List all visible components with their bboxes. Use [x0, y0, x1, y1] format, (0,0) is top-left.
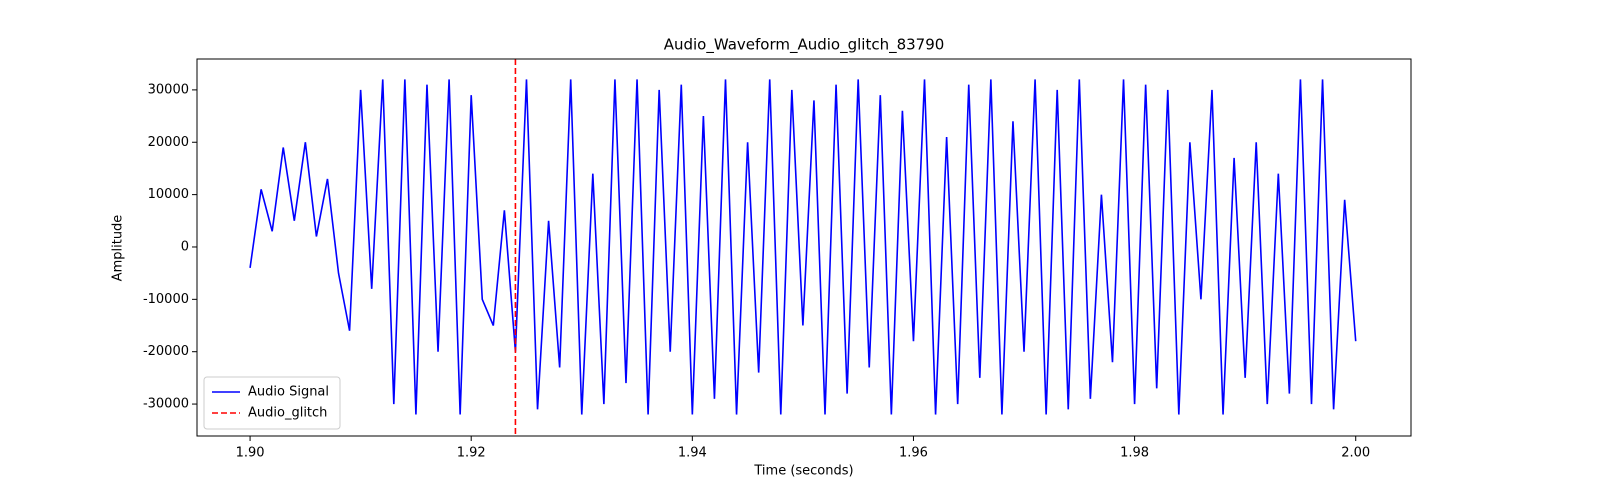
x-axis-label: Time (seconds) [753, 464, 853, 479]
x-tick-label: 1.94 [678, 446, 707, 461]
y-tick-label: 10000 [148, 187, 189, 202]
y-axis-label: Amplitude [111, 215, 126, 282]
plot-frame [196, 58, 1412, 437]
y-tick-label: 30000 [148, 82, 189, 97]
x-tick-label: 2.00 [1341, 446, 1370, 461]
y-tick-label: 20000 [148, 135, 189, 150]
chart-title: Audio_Waveform_Audio_glitch_83790 [664, 36, 945, 55]
y-tick-label: 0 [181, 239, 189, 254]
y-tick-label: -30000 [143, 397, 189, 412]
line-series [249, 79, 1357, 415]
legend-box [203, 376, 341, 430]
legend-label: Audio_glitch [248, 406, 327, 421]
x-tick-label: 1.92 [457, 446, 486, 461]
x-tick-label: 1.90 [236, 446, 265, 461]
x-tick-label: 1.98 [1120, 446, 1149, 461]
y-tick-label: -20000 [143, 344, 189, 359]
y-tick-label: -10000 [143, 292, 189, 307]
x-tick-label: 1.96 [899, 446, 928, 461]
legend-label: Audio Signal [248, 385, 329, 400]
